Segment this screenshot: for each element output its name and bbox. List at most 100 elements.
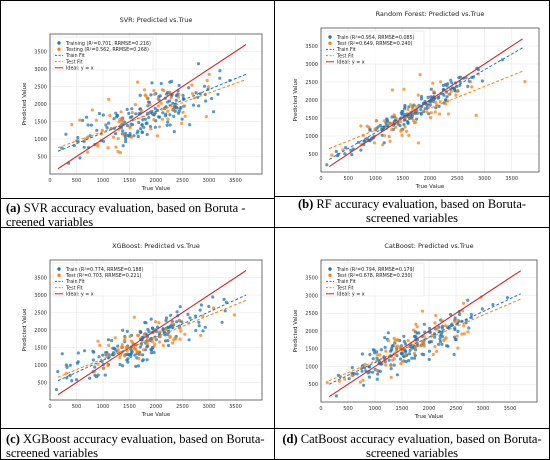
train-point xyxy=(141,118,145,122)
train-point xyxy=(140,130,144,135)
train-point xyxy=(168,99,172,103)
train-point xyxy=(383,360,387,364)
test-point xyxy=(154,320,158,324)
x-tick-label: 0 xyxy=(319,406,322,412)
test-point xyxy=(406,107,410,112)
train-point xyxy=(178,107,182,111)
train-point xyxy=(124,140,128,144)
test-point xyxy=(393,339,397,343)
test-point xyxy=(449,89,453,93)
test-point xyxy=(157,340,162,344)
train-point xyxy=(437,342,441,346)
train-point xyxy=(174,98,178,102)
test-point xyxy=(399,362,403,366)
train-point xyxy=(128,131,132,136)
train-fit-line xyxy=(57,294,247,382)
train-point xyxy=(410,356,414,360)
train-point xyxy=(201,329,205,333)
train-point xyxy=(137,120,141,125)
train-point xyxy=(441,83,445,87)
train-point xyxy=(194,328,198,333)
test-point xyxy=(142,332,146,336)
train-point xyxy=(363,139,367,143)
train-point xyxy=(107,121,111,125)
chart-title: CatBoost: Predicted vs.True xyxy=(384,242,473,250)
y-tick-label: 3500 xyxy=(305,276,318,282)
test-point xyxy=(100,128,104,132)
test-point xyxy=(107,343,111,347)
y-tick-label: 1500 xyxy=(305,347,318,353)
x-tick-label: 2000 xyxy=(150,404,163,410)
x-tick-label: 500 xyxy=(343,406,353,412)
train-point xyxy=(378,369,382,373)
train-point xyxy=(141,353,145,357)
train-point xyxy=(146,327,150,331)
train-point xyxy=(453,88,457,92)
x-tick-label: 3000 xyxy=(478,176,491,182)
train-point xyxy=(112,117,116,121)
test-point xyxy=(164,328,168,332)
test-point xyxy=(206,85,210,89)
test-point xyxy=(140,109,144,113)
test-point xyxy=(325,380,329,384)
legend-label: Test Fit xyxy=(65,59,83,65)
test-point xyxy=(453,320,457,324)
train-point xyxy=(371,357,375,361)
train-point xyxy=(407,359,411,363)
legend-marker xyxy=(57,273,61,277)
train-point xyxy=(138,330,143,334)
test-point xyxy=(399,129,403,133)
train-point xyxy=(82,145,86,149)
x-tick-label: 500 xyxy=(72,178,82,184)
test-point xyxy=(416,93,420,97)
test-point xyxy=(396,338,400,342)
train-point xyxy=(170,79,174,83)
test-point xyxy=(199,333,203,338)
train-point xyxy=(147,116,151,120)
test-point xyxy=(113,336,117,340)
train-point xyxy=(114,132,118,136)
train-point xyxy=(89,123,93,127)
test-point xyxy=(180,121,184,125)
y-tick-label: 3000 xyxy=(34,67,47,73)
train-point xyxy=(165,123,169,127)
test-point xyxy=(389,375,393,379)
x-tick-label: 2500 xyxy=(176,178,189,184)
train-point xyxy=(449,312,453,317)
test-point xyxy=(158,330,162,334)
train-point xyxy=(92,350,96,354)
caption-d-text: CatBoost accuracy evaluation, based on B… xyxy=(300,432,542,460)
train-point xyxy=(415,331,419,335)
x-tick-label: 0 xyxy=(48,404,51,410)
y-tick-label: 2500 xyxy=(305,80,318,86)
train-point xyxy=(220,320,224,324)
test-point xyxy=(361,378,365,382)
x-tick-label: 2500 xyxy=(450,406,463,412)
train-point xyxy=(343,152,347,156)
train-point xyxy=(175,320,179,324)
test-point xyxy=(86,150,90,154)
train-point xyxy=(127,111,131,116)
test-point xyxy=(444,102,448,106)
test-point xyxy=(183,332,187,336)
train-point xyxy=(121,364,125,368)
train-point xyxy=(169,313,173,317)
train-point xyxy=(218,76,222,80)
train-point xyxy=(402,107,407,111)
legend-label: Test (R²=0.649, RRMSE=0.240) xyxy=(336,41,413,47)
train-point xyxy=(191,103,196,107)
test-point xyxy=(152,89,156,93)
y-tick-label: 500 xyxy=(308,382,318,388)
train-point xyxy=(395,373,399,377)
test-point xyxy=(179,329,183,333)
train-point xyxy=(202,84,207,88)
train-point xyxy=(420,94,424,99)
x-tick-label: 1500 xyxy=(123,404,136,410)
test-point xyxy=(137,333,141,337)
y-tick-label: 2500 xyxy=(34,310,47,316)
test-point xyxy=(106,363,110,368)
train-point xyxy=(166,339,170,343)
y-tick-label: 1500 xyxy=(34,345,47,351)
y-tick-label: 1500 xyxy=(34,119,47,125)
test-point xyxy=(389,364,393,368)
